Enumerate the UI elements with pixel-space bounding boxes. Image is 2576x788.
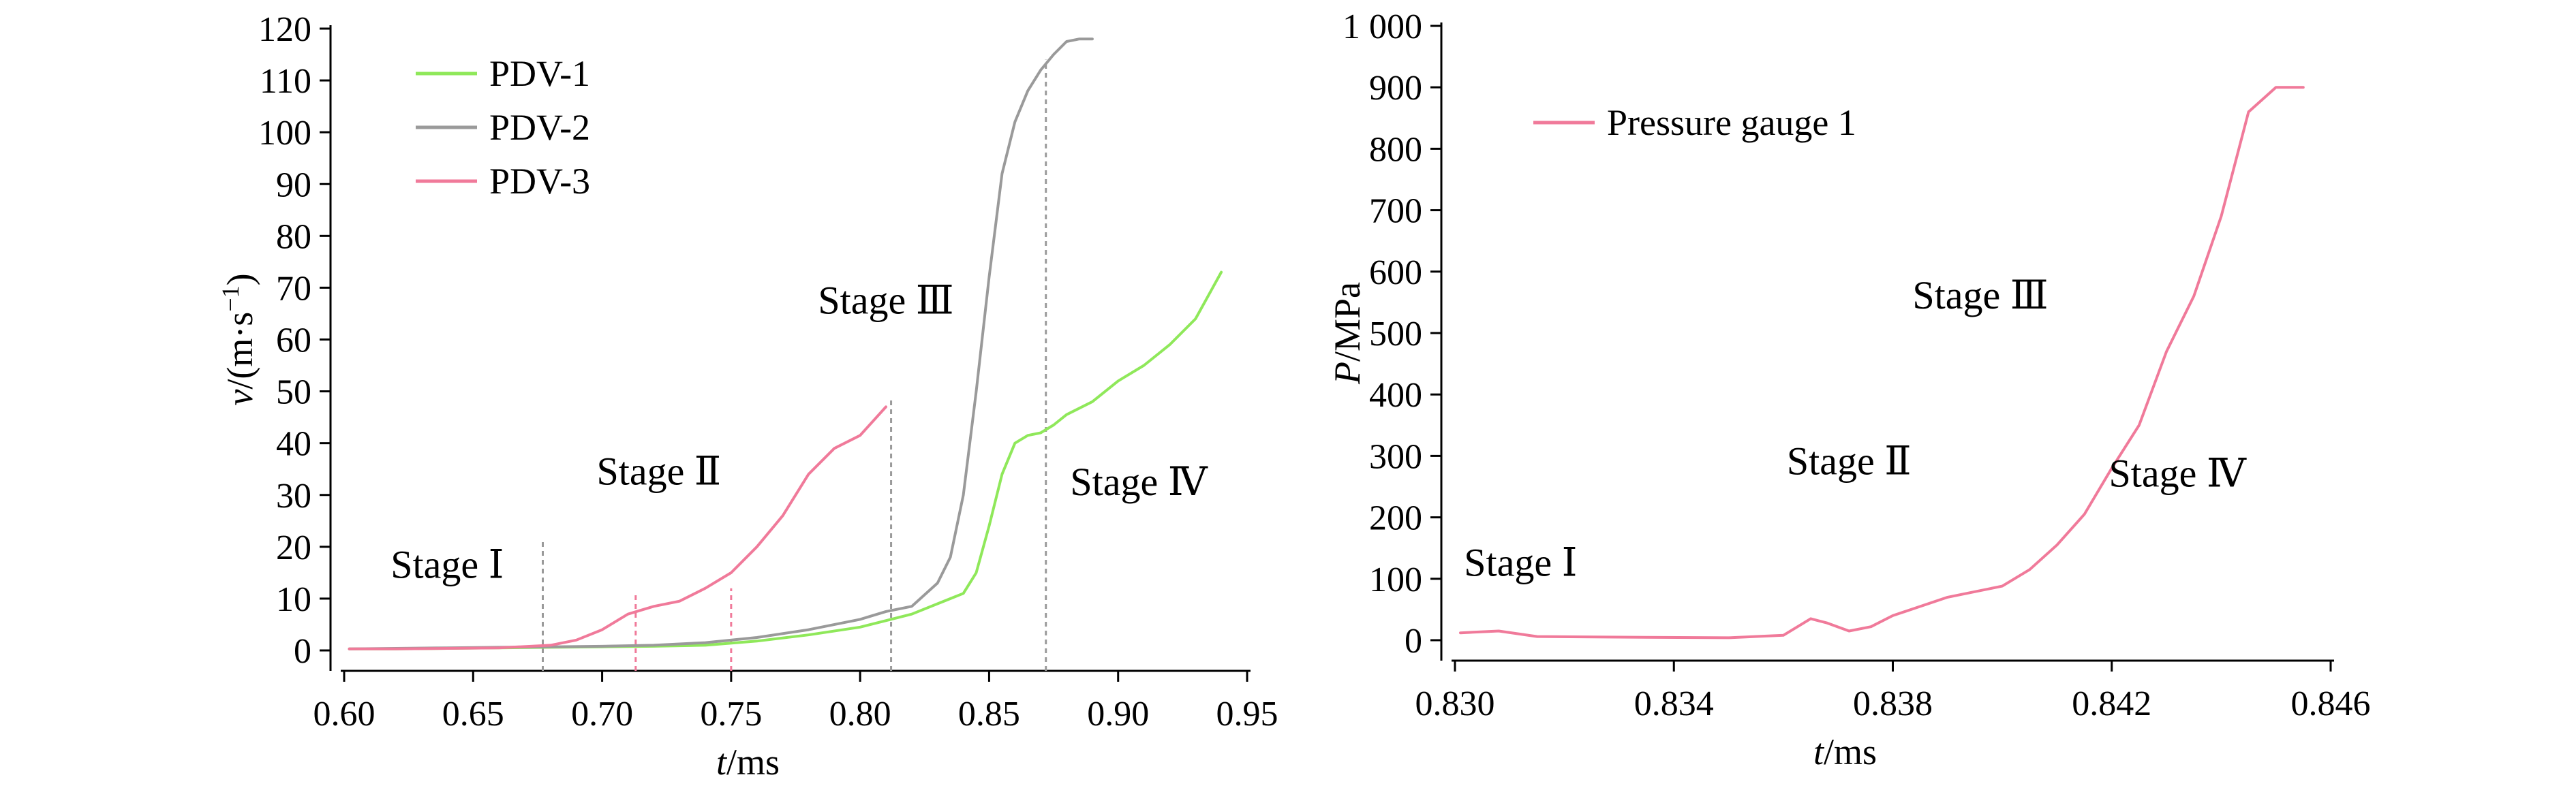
y-tick-label: 200 <box>1369 499 1422 538</box>
stage-label: Stage Ⅱ <box>1787 439 1912 483</box>
y-tick-label: 100 <box>1369 561 1422 599</box>
x-tick-label: 0.75 <box>700 695 762 734</box>
x-tick-label: 0.846 <box>2291 684 2371 723</box>
legend-label: PDV-3 <box>489 161 590 202</box>
x-tick-label: 0.90 <box>1087 695 1149 734</box>
y-tick-label: 0 <box>1405 622 1422 661</box>
y-tick-label: 10 <box>276 580 311 619</box>
y-tick-label: 70 <box>276 269 311 308</box>
y-tick-label: 50 <box>276 373 311 412</box>
stage-label: Stage Ⅳ <box>1070 460 1208 504</box>
y-tick-label: 80 <box>276 217 311 256</box>
y-tick-label: 700 <box>1369 192 1422 231</box>
y-tick-label: 90 <box>276 166 311 204</box>
y-axis-label: P/MPa <box>1327 282 1368 385</box>
y-tick-label: 120 <box>258 10 311 49</box>
x-tick-label: 0.838 <box>1853 684 1933 723</box>
x-tick-label: 0.70 <box>571 695 633 734</box>
y-axis-label-symbol: v <box>219 390 260 406</box>
stage-label: Stage Ⅰ <box>390 542 504 586</box>
legend-label: PDV-2 <box>489 107 590 148</box>
y-tick-label: 30 <box>276 477 311 516</box>
x-axis-label-unit: /ms <box>726 742 780 783</box>
x-tick-label: 0.842 <box>2072 684 2151 723</box>
y-tick-label: 20 <box>276 529 311 567</box>
series-line <box>348 37 1094 650</box>
x-tick-label: 0.95 <box>1216 695 1278 734</box>
y-tick-label: 60 <box>276 321 311 360</box>
velocity-chart-panel: 0.60 0.65 0.70 0.75 0.80 0.85 0.90 0.95 0 10 20 30 4… <box>217 10 1278 783</box>
x-axis-label-symbol: t <box>716 742 728 783</box>
x-tick-label: 0.834 <box>1634 684 1714 723</box>
y-axis-label-symbol: P <box>1327 362 1368 385</box>
pressure-chart-panel: 0.830 0.834 0.838 0.842 0.846 0 100 200 300 400 50… <box>1327 7 2371 772</box>
y-tick-label: 100 <box>258 114 311 153</box>
y-tick-label: 110 <box>260 62 311 101</box>
x-tick-label: 0.65 <box>442 695 504 734</box>
legend-label: PDV-1 <box>489 53 590 94</box>
stage-label: Stage Ⅰ <box>1464 540 1577 584</box>
y-tick-label: 900 <box>1369 69 1422 108</box>
y-axis-label-unit: /MPa <box>1327 282 1368 362</box>
series-line <box>348 405 887 650</box>
x-axis-label: t/ms <box>1813 731 1877 772</box>
y-tick-label: 300 <box>1369 437 1422 476</box>
y-tick-label: 0 <box>294 632 311 671</box>
x-tick-label: 0.830 <box>1415 684 1495 723</box>
legend-label: Pressure gauge 1 <box>1607 102 1856 143</box>
x-tick-label: 0.60 <box>313 695 375 734</box>
y-tick-label: 800 <box>1369 130 1422 169</box>
stage-label: Stage Ⅳ <box>2109 452 2246 496</box>
x-axis-label-symbol: t <box>1813 731 1825 772</box>
y-tick-label: 1 000 <box>1343 7 1422 46</box>
y-tick-label: 40 <box>276 425 311 464</box>
x-tick-label: 0.85 <box>958 695 1020 734</box>
y-tick-label: 500 <box>1369 315 1422 353</box>
stage-label: Stage Ⅲ <box>1912 273 2048 317</box>
y-axis-label-unit: /(m·s <box>219 312 260 390</box>
y-tick-label: 400 <box>1369 376 1422 415</box>
x-axis-label-unit: /ms <box>1824 731 1877 772</box>
stage-label: Stage Ⅱ <box>596 450 721 494</box>
y-axis-label-superscript: −1 <box>217 285 244 311</box>
x-axis-label: t/ms <box>716 742 780 783</box>
y-tick-label: 600 <box>1369 253 1422 292</box>
y-axis-label-close: ) <box>219 273 260 285</box>
x-tick-label: 0.80 <box>829 695 891 734</box>
y-axis-label: v/(m·s−1) <box>217 273 260 405</box>
series-line <box>1459 86 2305 640</box>
stage-label: Stage Ⅲ <box>818 278 953 322</box>
